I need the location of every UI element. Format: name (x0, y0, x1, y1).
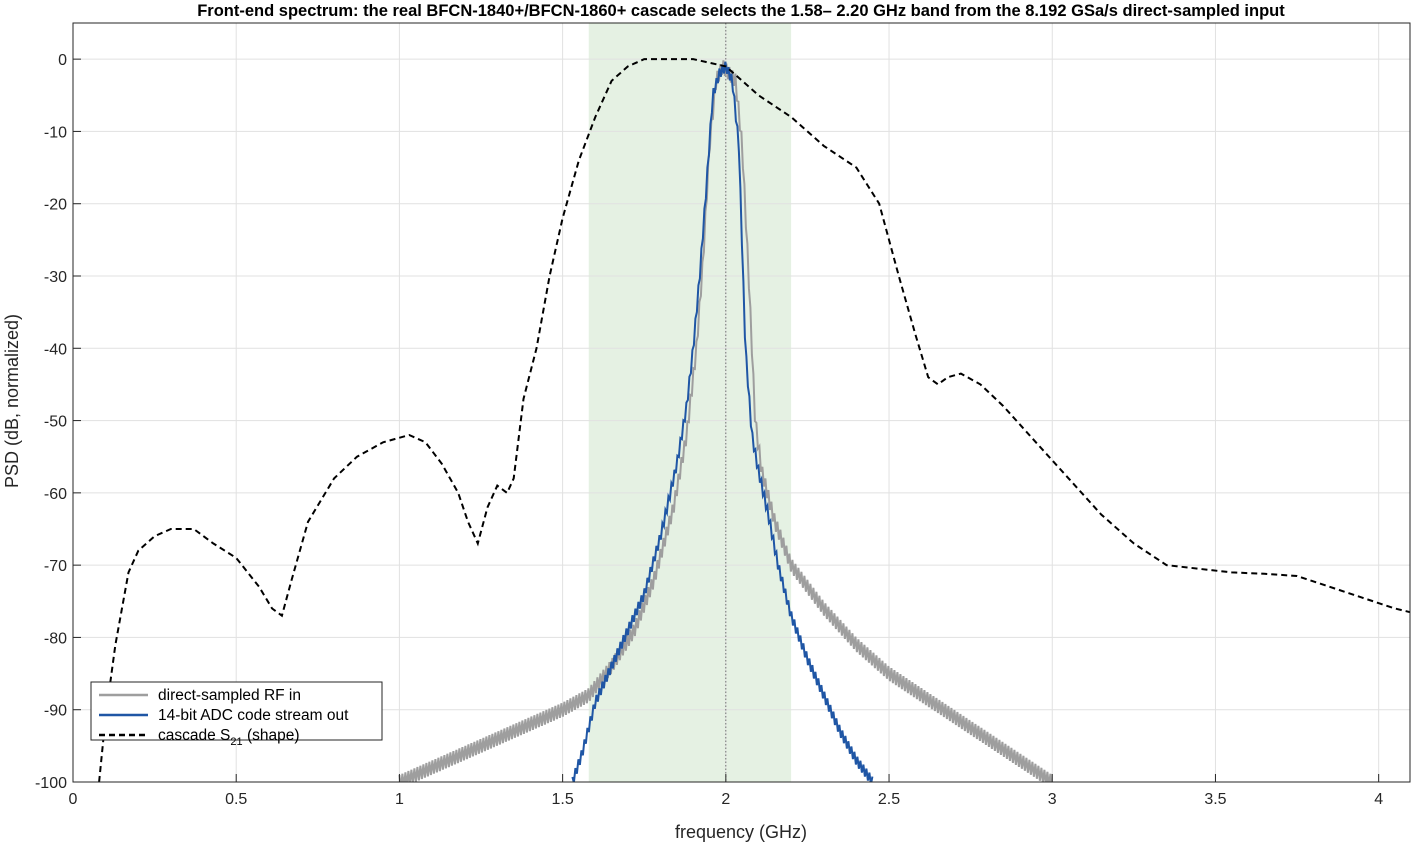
x-tick-label: 1 (395, 791, 404, 808)
y-tick-label: -100 (35, 775, 67, 792)
y-tick-label: -20 (44, 197, 67, 214)
legend-label: direct-sampled RF in (158, 687, 301, 704)
chart-title: Front-end spectrum: the real BFCN-1840+/… (197, 2, 1285, 20)
y-tick-label: -40 (44, 341, 67, 358)
series-cascade-s21 (98, 58, 1410, 782)
x-tick-label: 2 (721, 791, 730, 808)
y-tick-label: 0 (58, 52, 67, 69)
axes-frame (72, 22, 1411, 783)
legend: direct-sampled RF in 14-bit ADC code stre… (90, 681, 383, 748)
y-tick-label: -30 (44, 269, 67, 286)
y-tick-label: -70 (44, 558, 67, 575)
x-tick-label: 0 (69, 791, 78, 808)
x-tick-label: 0.5 (225, 791, 247, 808)
legend-label: 14-bit ADC code stream out (158, 707, 349, 724)
x-axis-label: frequency (GHz) (675, 822, 807, 842)
y-tick-label: -50 (44, 414, 67, 431)
legend-box (90, 681, 383, 741)
x-tick-label: 2.5 (878, 791, 900, 808)
y-tick-label: -60 (44, 486, 67, 503)
series-layer (98, 58, 1410, 782)
x-axis-ticks: 0 0.5 1 1.5 2 2.5 3 3.5 4 (69, 774, 1383, 808)
x-tick-label: 1.5 (551, 791, 573, 808)
y-tick-label: -80 (44, 630, 67, 647)
y-tick-label: -90 (44, 703, 67, 720)
axes-box (72, 22, 1411, 783)
x-tick-label: 3.5 (1204, 791, 1226, 808)
y-axis-ticks: 0 -10 -20 -30 -40 -50 -60 -70 -80 -90 -100 (35, 52, 81, 792)
legend-label: cascade S21 (shape) (158, 727, 300, 748)
y-tick-label: -10 (44, 124, 67, 141)
y-axis-label: PSD (dB, normalized) (2, 314, 22, 488)
x-tick-label: 4 (1374, 791, 1383, 808)
x-tick-label: 3 (1048, 791, 1057, 808)
